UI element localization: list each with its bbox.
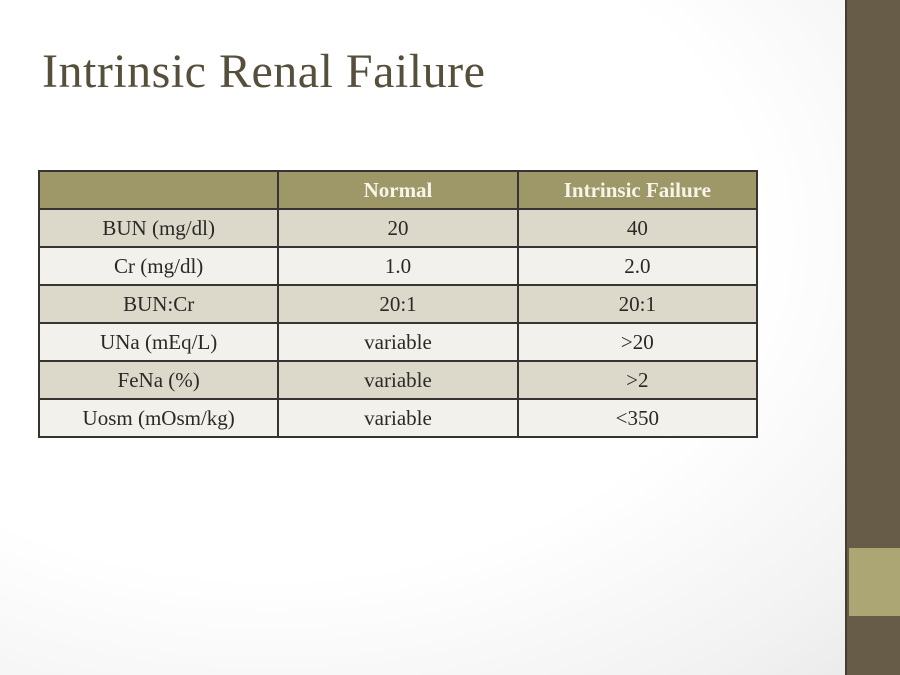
table-row: BUN:Cr 20:1 20:1 <box>37 284 759 324</box>
table-row: Cr (mg/dl) 1.0 2.0 <box>37 246 759 286</box>
normal-value: variable <box>277 398 519 438</box>
intrinsic-value: 2.0 <box>516 246 759 286</box>
normal-value: 20:1 <box>277 284 519 324</box>
table-header-row: Normal Intrinsic Failure <box>37 170 759 210</box>
column-header-intrinsic-failure: Intrinsic Failure <box>516 170 759 210</box>
table-row: BUN (mg/dl) 20 40 <box>37 208 759 248</box>
table-row: FeNa (%) variable >2 <box>37 360 759 400</box>
normal-value: 20 <box>277 208 519 248</box>
intrinsic-value: <350 <box>516 398 759 438</box>
intrinsic-value: >20 <box>516 322 759 362</box>
normal-value: variable <box>277 360 519 400</box>
intrinsic-value: 20:1 <box>516 284 759 324</box>
row-label: BUN:Cr <box>37 284 280 324</box>
table-row: Uosm (mOsm/kg) variable <350 <box>37 398 759 438</box>
column-header-normal: Normal <box>277 170 519 210</box>
sidebar-accent-square <box>849 548 900 616</box>
row-label: BUN (mg/dl) <box>37 208 280 248</box>
table-row: UNa (mEq/L) variable >20 <box>37 322 759 362</box>
column-header-empty <box>37 170 280 210</box>
row-label: Cr (mg/dl) <box>37 246 280 286</box>
slide-title: Intrinsic Renal Failure <box>42 45 486 98</box>
right-sidebar <box>845 0 900 675</box>
intrinsic-value: >2 <box>516 360 759 400</box>
intrinsic-value: 40 <box>516 208 759 248</box>
row-label: UNa (mEq/L) <box>37 322 280 362</box>
normal-value: 1.0 <box>277 246 519 286</box>
row-label: Uosm (mOsm/kg) <box>37 398 280 438</box>
row-label: FeNa (%) <box>37 360 280 400</box>
normal-value: variable <box>277 322 519 362</box>
comparison-table: Normal Intrinsic Failure BUN (mg/dl) 20 … <box>37 170 759 438</box>
